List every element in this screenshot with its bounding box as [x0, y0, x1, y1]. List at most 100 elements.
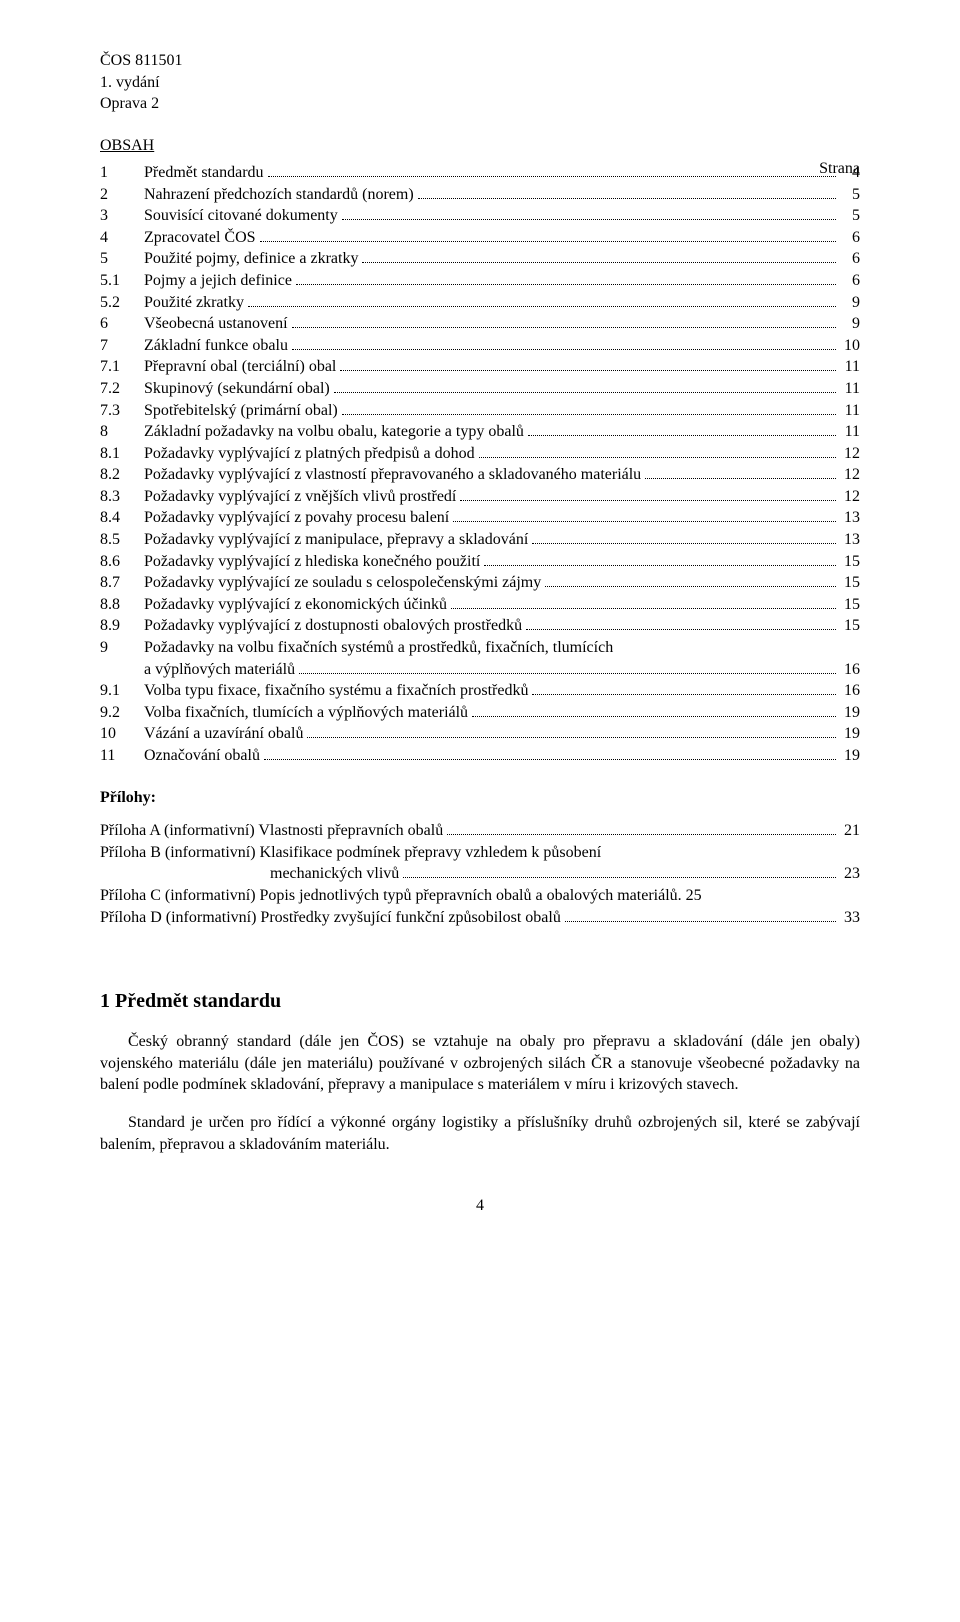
toc-row: 8.8Požadavky vyplývající z ekonomických … — [100, 594, 860, 616]
toc-text: Použité zkratky — [144, 292, 244, 314]
toc-row: 8.9Požadavky vyplývající z dostupnosti o… — [100, 615, 860, 637]
toc-number: 7.2 — [100, 378, 144, 400]
toc-text: Požadavky vyplývající z hlediska konečné… — [144, 551, 480, 573]
toc-leader — [307, 737, 836, 738]
toc-row: 11Označování obalů19 — [100, 745, 860, 767]
toc-row: 2Nahrazení předchozích standardů (norem)… — [100, 184, 860, 206]
toc-page: 5 — [840, 184, 860, 206]
toc-row: 8.3Požadavky vyplývající z vnějších vliv… — [100, 486, 860, 508]
toc-text: Předmět standardu — [144, 162, 264, 184]
page-number: 4 — [100, 1195, 860, 1217]
toc-page: 12 — [840, 464, 860, 486]
toc-leader — [451, 608, 836, 609]
toc-row: 8.6Požadavky vyplývající z hlediska kone… — [100, 551, 860, 573]
toc-leader — [403, 877, 836, 878]
toc-text: Základní funkce obalu — [144, 335, 288, 357]
toc-leader — [453, 521, 836, 522]
toc-number: 10 — [100, 723, 144, 745]
toc-number: 8 — [100, 421, 144, 443]
toc-leader — [362, 262, 836, 263]
appendix-row: Příloha C (informativní) Popis jednotliv… — [100, 885, 860, 907]
toc-row: 5Použité pojmy, definice a zkratky6 — [100, 248, 860, 270]
toc-leader — [296, 284, 836, 285]
toc-page: 6 — [840, 248, 860, 270]
toc-row: 8.7Požadavky vyplývající ze souladu s ce… — [100, 572, 860, 594]
toc-page: 6 — [840, 270, 860, 292]
toc: 1Předmět standardu42Nahrazení předchozíc… — [100, 162, 860, 767]
toc-leader — [334, 392, 836, 393]
appendix-page: 21 — [840, 820, 860, 842]
toc-text: Přepravní obal (terciální) obal — [144, 356, 336, 378]
toc-leader — [340, 370, 836, 371]
toc-text: Základní požadavky na volbu obalu, kateg… — [144, 421, 524, 443]
toc-number: 8.7 — [100, 572, 144, 594]
appendix-text: mechanických vlivů — [270, 863, 399, 885]
appendix-page: 33 — [840, 907, 860, 929]
toc-page: 16 — [840, 680, 860, 702]
appendix-title: Přílohy: — [100, 787, 860, 809]
toc-text: Požadavky na volbu fixačních systémů a p… — [144, 637, 613, 659]
toc-leader — [484, 565, 836, 566]
section-paragraph: Český obranný standard (dále jen ČOS) se… — [100, 1031, 860, 1096]
toc-row: 8.4Požadavky vyplývající z povahy proces… — [100, 507, 860, 529]
toc-leader — [479, 457, 836, 458]
toc-text: Souvisící citované dokumenty — [144, 205, 338, 227]
appendix-row-continuation: mechanických vlivů23 — [100, 863, 860, 885]
toc-text: Označování obalů — [144, 745, 260, 767]
toc-number: 8.4 — [100, 507, 144, 529]
toc-text: a výplňových materiálů — [144, 659, 295, 681]
appendix-list: Příloha A (informativní) Vlastnosti přep… — [100, 820, 860, 928]
section-paragraph: Standard je určen pro řídící a výkonné o… — [100, 1112, 860, 1155]
toc-row: 3Souvisící citované dokumenty 5 — [100, 205, 860, 227]
appendix-text: Příloha D (informativní) Prostředky zvyš… — [100, 907, 561, 929]
toc-number: 7.1 — [100, 356, 144, 378]
appendix-page: . 25 — [678, 885, 702, 907]
toc-leader — [532, 543, 836, 544]
toc-row: 7.1Přepravní obal (terciální) obal 11 — [100, 356, 860, 378]
toc-leader — [545, 586, 836, 587]
toc-leader — [447, 834, 836, 835]
toc-row: 10Vázání a uzavírání obalů19 — [100, 723, 860, 745]
toc-page: 4 — [840, 162, 860, 184]
toc-page: 15 — [840, 594, 860, 616]
toc-text: Volba fixačních, tlumících a výplňových … — [144, 702, 468, 724]
doc-code: ČOS 811501 — [100, 50, 860, 72]
toc-page: 10 — [840, 335, 860, 357]
toc-leader — [292, 349, 836, 350]
toc-row-continuation: a výplňových materiálů16 — [100, 659, 860, 681]
toc-leader — [260, 241, 836, 242]
toc-leader — [299, 673, 836, 674]
toc-text: Skupinový (sekundární obal) — [144, 378, 330, 400]
toc-page: 11 — [840, 400, 860, 422]
toc-number: 9.1 — [100, 680, 144, 702]
toc-text: Požadavky vyplývající ze souladu s celos… — [144, 572, 541, 594]
appendix-text: Příloha A (informativní) Vlastnosti přep… — [100, 820, 443, 842]
toc-page: 5 — [840, 205, 860, 227]
toc-text: Všeobecná ustanovení — [144, 313, 288, 335]
toc-page: 9 — [840, 292, 860, 314]
toc-page: 11 — [840, 421, 860, 443]
toc-row: 4Zpracovatel ČOS6 — [100, 227, 860, 249]
appendix-text: Příloha C (informativní) Popis jednotliv… — [100, 885, 678, 907]
toc-number: 9.2 — [100, 702, 144, 724]
toc-row: 5.2Použité zkratky9 — [100, 292, 860, 314]
toc-text: Použité pojmy, definice a zkratky — [144, 248, 358, 270]
toc-number: 8.8 — [100, 594, 144, 616]
toc-title: OBSAH — [100, 135, 860, 157]
toc-leader — [526, 629, 836, 630]
toc-text: Požadavky vyplývající z ekonomických úči… — [144, 594, 447, 616]
toc-leader — [532, 694, 836, 695]
toc-leader — [645, 478, 836, 479]
toc-number: 4 — [100, 227, 144, 249]
toc-row: 9.1Volba typu fixace, fixačního systému … — [100, 680, 860, 702]
toc-number: 7 — [100, 335, 144, 357]
toc-text: Požadavky vyplývající z vlastností přepr… — [144, 464, 641, 486]
toc-page: 19 — [840, 723, 860, 745]
toc-number: 3 — [100, 205, 144, 227]
toc-leader — [264, 759, 836, 760]
toc-text: Požadavky vyplývající z manipulace, přep… — [144, 529, 528, 551]
toc-number: 2 — [100, 184, 144, 206]
toc-text: Nahrazení předchozích standardů (norem) — [144, 184, 414, 206]
toc-page: 11 — [840, 356, 860, 378]
toc-page: 19 — [840, 702, 860, 724]
